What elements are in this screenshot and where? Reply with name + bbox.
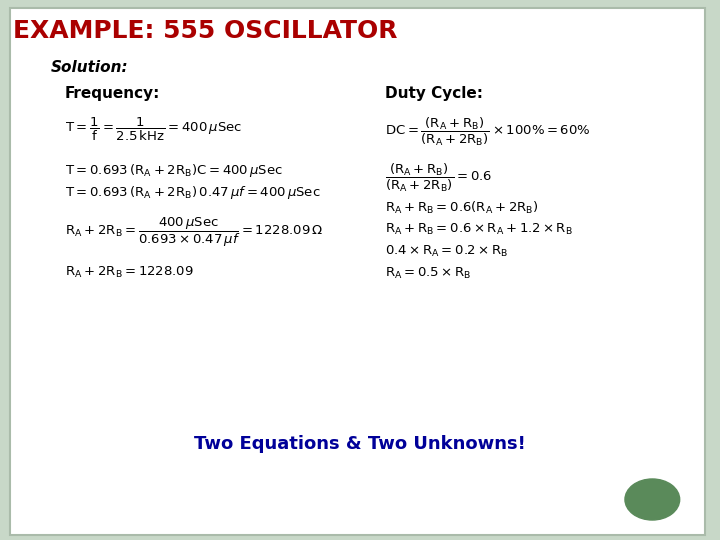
Text: $\mathrm{R_A} + \mathrm{R_B} = 0.6(\mathrm{R_A} + 2\mathrm{R_B})$: $\mathrm{R_A} + \mathrm{R_B} = 0.6(\math… [385, 200, 539, 216]
Text: $\mathrm{R_A} = 0.5 \times \mathrm{R_B}$: $\mathrm{R_A} = 0.5 \times \mathrm{R_B}$ [385, 266, 472, 281]
Text: $\dfrac{(\mathrm{R_A} + \mathrm{R_B})}{(\mathrm{R_A} + 2\mathrm{R_B})} = 0.6$: $\dfrac{(\mathrm{R_A} + \mathrm{R_B})}{(… [385, 162, 492, 194]
Text: Two Equations & Two Unknowns!: Two Equations & Two Unknowns! [194, 435, 526, 453]
Text: $\mathrm{R_A} + 2\mathrm{R_B} = 1228.09$: $\mathrm{R_A} + 2\mathrm{R_B} = 1228.09$ [65, 265, 194, 280]
Text: $\mathrm{T} = 0.693\,(\mathrm{R_A} + 2\mathrm{R_B})\,0.47\,\mu f = 400\,\mu\math: $\mathrm{T} = 0.693\,(\mathrm{R_A} + 2\m… [65, 184, 320, 200]
Text: EXAMPLE: 555 OSCILLATOR: EXAMPLE: 555 OSCILLATOR [13, 19, 397, 43]
Text: $\mathrm{R_A} + 2\mathrm{R_B} = \dfrac{400\,\mu\mathrm{Sec}}{0.693 \times 0.47\,: $\mathrm{R_A} + 2\mathrm{R_B} = \dfrac{4… [65, 216, 323, 249]
Text: Frequency:: Frequency: [65, 86, 160, 102]
Text: Solution:: Solution: [50, 60, 128, 76]
Text: $\mathrm{DC} = \dfrac{(\mathrm{R_A} + \mathrm{R_B})}{(\mathrm{R_A} + 2\mathrm{R_: $\mathrm{DC} = \dfrac{(\mathrm{R_A} + \m… [385, 116, 591, 148]
Text: $\mathrm{T} = 0.693\,(\mathrm{R_A} + 2\mathrm{R_B})\mathrm{C} = 400\,\mu\mathrm{: $\mathrm{T} = 0.693\,(\mathrm{R_A} + 2\m… [65, 162, 283, 179]
Text: Duty Cycle:: Duty Cycle: [385, 86, 483, 102]
Text: $\mathrm{R_A} + \mathrm{R_B} = 0.6 \times \mathrm{R_A} + 1.2 \times \mathrm{R_B}: $\mathrm{R_A} + \mathrm{R_B} = 0.6 \time… [385, 221, 573, 237]
Text: $0.4 \times \mathrm{R_A} = 0.2 \times \mathrm{R_B}$: $0.4 \times \mathrm{R_A} = 0.2 \times \m… [385, 244, 508, 259]
Text: $\mathrm{T} = \dfrac{1}{\mathrm{f}} = \dfrac{1}{2.5\,\mathrm{kHz}} = 400\,\mu\ma: $\mathrm{T} = \dfrac{1}{\mathrm{f}} = \d… [65, 116, 242, 143]
